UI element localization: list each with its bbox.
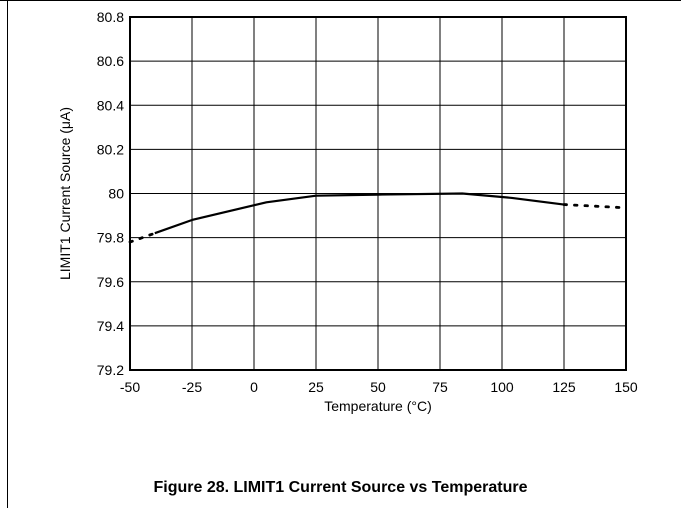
page-left-rule [7,0,8,508]
data-series [128,192,628,244]
y-axis-label: LIMIT1 Current Source (μA) [57,107,73,280]
y-tick-label: 79.2 [97,362,124,378]
y-tick-label: 79.6 [97,274,124,290]
y-tick-label: 79.4 [97,318,124,334]
x-tick-label: -25 [182,379,202,395]
y-tick-labels: 79.2 79.4 79.6 79.8 80 80.2 80.4 80.6 80.8 [97,9,124,378]
x-tick-label: 75 [432,379,448,395]
y-tick-label: 80.4 [97,97,124,113]
x-tick-label: -50 [120,379,140,395]
y-tick-label: 80.8 [97,9,124,25]
x-tick-label: 150 [614,379,638,395]
measured-line [154,192,565,235]
page-top-rule [0,0,681,1]
line-chart: 79.2 79.4 79.6 79.8 80 80.2 80.4 80.6 80.8 -50 -2… [57,9,638,414]
figure-caption: Figure 28. LIMIT1 Current Source vs Temp… [153,479,528,496]
y-tick-label: 80 [108,186,124,202]
extrapolated-line [562,203,628,210]
x-axis-label: Temperature (°C) [324,398,432,414]
x-tick-label: 125 [552,379,576,395]
x-tick-label: 50 [370,379,386,395]
x-tick-label: 100 [490,379,514,395]
x-tick-labels: -50 -25 0 25 50 75 100 125 150 [120,379,638,395]
x-tick-label: 0 [250,379,258,395]
y-tick-label: 79.8 [97,230,124,246]
y-tick-label: 80.2 [97,141,124,157]
x-tick-label: 25 [308,379,324,395]
plot-frame [129,16,627,371]
y-tick-label: 80.6 [97,53,124,69]
grid-lines [129,16,627,371]
extrapolated-line [128,231,157,244]
